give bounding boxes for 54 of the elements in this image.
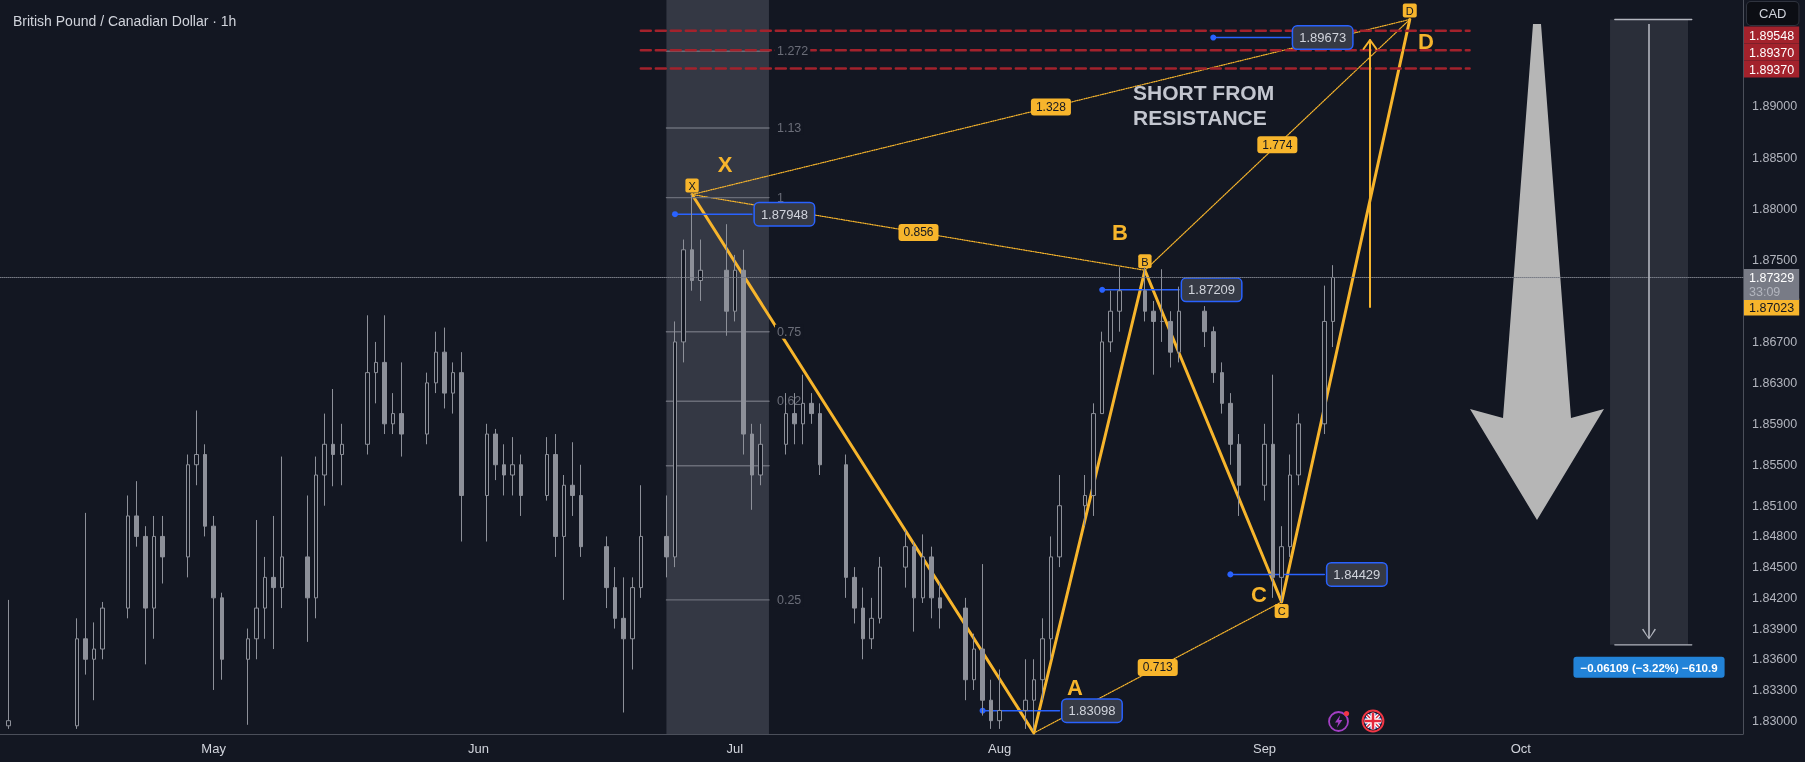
annotation: A: [1067, 674, 1084, 700]
series-label: 0.713: [1142, 660, 1174, 675]
text: British Pound / Canadian Dollar · 1h: [13, 13, 237, 29]
x-tick-label: Oct: [1510, 741, 1532, 756]
series-label: 1.774: [1262, 137, 1293, 152]
y-tick-label: 1.86700: [1752, 334, 1798, 349]
annotation: 1.87209: [1188, 282, 1236, 298]
y-tick-label: 1.83600: [1752, 652, 1798, 667]
x-tick-label: Aug: [988, 741, 1012, 756]
annotation: X: [717, 151, 733, 177]
x-tick-label: Sep: [1252, 741, 1277, 756]
y-axis-title: CAD: [1759, 6, 1787, 21]
annotation: B: [1112, 219, 1128, 245]
x-tick-label: Jun: [467, 741, 489, 756]
y-tick-label: 1.88000: [1752, 201, 1798, 216]
y-tick-label: 1.83900: [1752, 621, 1798, 636]
series-label: 0.75: [776, 324, 802, 339]
text: 1.89370: [1749, 45, 1795, 60]
annotation: 1.87948: [760, 206, 808, 222]
y-tick-label: 1.86300: [1752, 375, 1798, 390]
series-label: 0.25: [776, 592, 802, 607]
data-label: C: [1277, 605, 1286, 618]
series-label: 1: [776, 190, 784, 205]
y-tick-label: 1.83000: [1752, 713, 1798, 728]
y-tick-label: 1.85900: [1752, 416, 1798, 431]
series-label: 1.13: [776, 120, 802, 135]
x-tick-label: Jul: [726, 741, 744, 756]
annotation: 1.83098: [1068, 703, 1116, 719]
annotation: 1.84429: [1333, 566, 1381, 582]
annotation: C: [1251, 581, 1268, 607]
y-tick-label: 1.89000: [1752, 99, 1798, 114]
y-tick-label: 1.84200: [1752, 590, 1798, 605]
y-tick-label: 1.85500: [1752, 457, 1798, 472]
y-tick-label: 1.87500: [1752, 253, 1798, 268]
data-label: −0.06109 (−3.22%) −610.9: [1580, 661, 1718, 674]
y-tick-label: 1.85100: [1752, 498, 1798, 513]
series-label: 0.856: [903, 225, 934, 240]
text: 1.89370: [1749, 62, 1795, 77]
annotation: D: [1418, 28, 1434, 54]
x-tick-label: May: [201, 741, 227, 756]
annotation: 1.89673: [1299, 30, 1347, 46]
series-label: 1.272: [776, 44, 809, 59]
y-tick-label: 1.84500: [1752, 560, 1798, 575]
y-tick-label: 1.83300: [1752, 682, 1798, 697]
text: 1.89548: [1749, 28, 1795, 43]
text: 1.87023: [1749, 300, 1795, 315]
data-label: B: [1141, 255, 1149, 268]
y-tick-label: 1.84800: [1752, 529, 1798, 544]
y-tick-label: 1.88500: [1752, 150, 1798, 165]
annotation: SHORT FROM RESISTANCE: [1133, 81, 1280, 129]
ref-line-label: 1.87329 33:09: [1749, 271, 1795, 300]
data-label: D: [1405, 4, 1414, 17]
series-label: 1.328: [1035, 99, 1067, 114]
data-label: X: [688, 180, 697, 192]
